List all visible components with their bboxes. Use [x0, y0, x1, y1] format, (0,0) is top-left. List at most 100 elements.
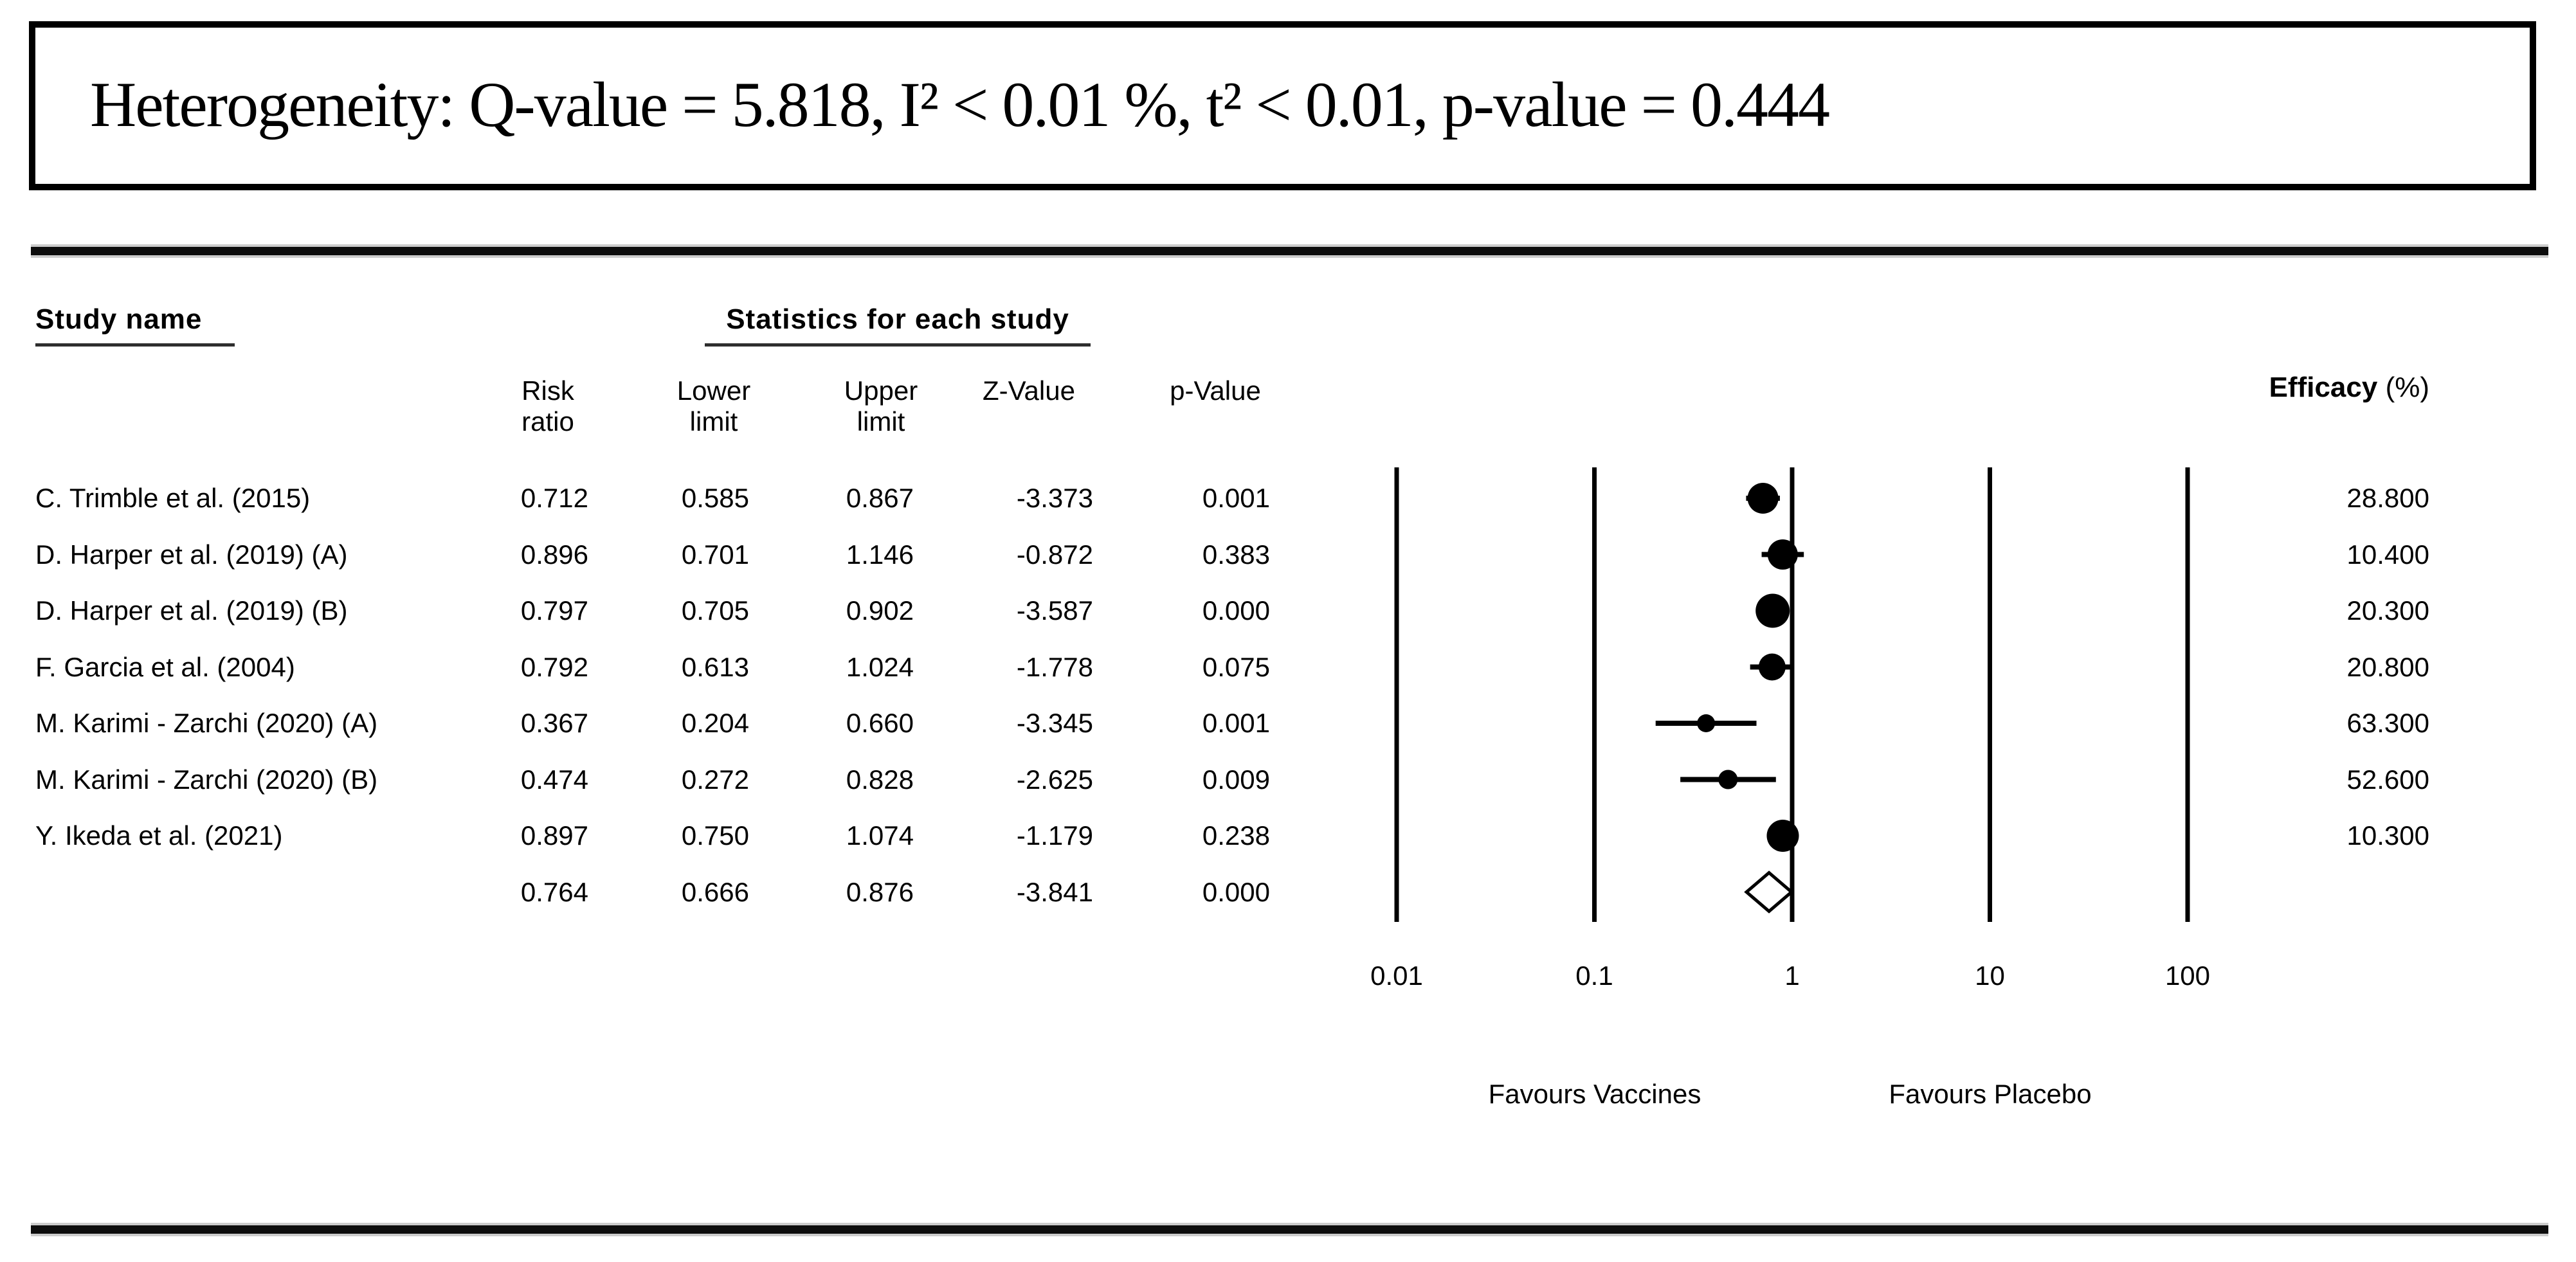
- efficacy-value: 63.300: [2346, 708, 2429, 738]
- z-value: -1.778: [1016, 652, 1093, 682]
- lower-limit-value: 0.272: [681, 764, 749, 795]
- study-name: M. Karimi - Zarchi (2020) (A): [35, 708, 378, 738]
- column-header-line: Z-Value: [983, 375, 1075, 406]
- favours-placebo-label: Favours Placebo: [1889, 1079, 2092, 1109]
- upper-limit-value: 0.660: [846, 708, 914, 738]
- axis-tick-label: 1: [1784, 960, 1799, 991]
- efficacy-value: 20.300: [2346, 595, 2429, 626]
- lower-limit-value: 0.613: [681, 652, 749, 682]
- column-header-line: Risk: [522, 375, 574, 406]
- column-header-line: ratio: [522, 406, 574, 437]
- z-value: -1.179: [1016, 820, 1093, 851]
- p-value: 0.001: [1202, 483, 1270, 513]
- column-header-risk-ratio: Risk ratio: [451, 375, 644, 437]
- column-header-p-value: p-Value: [1119, 375, 1312, 406]
- p-value: 0.001: [1202, 708, 1270, 738]
- top-divider-rule: [31, 247, 2548, 255]
- efficacy-value: 10.400: [2346, 539, 2429, 570]
- table-row: D. Harper et al. (2019) (B) 0.797 0.705 …: [0, 582, 2576, 639]
- z-value: -3.373: [1016, 483, 1093, 513]
- column-header-line: limit: [689, 406, 738, 437]
- effect-size-point: [1718, 770, 1738, 789]
- study-name: C. Trimble et al. (2015): [35, 483, 311, 513]
- axis-tick-label: 100: [2165, 960, 2210, 991]
- axis-tick-label: 0.1: [1575, 960, 1613, 991]
- table-row: C. Trimble et al. (2015) 0.712 0.585 0.8…: [0, 470, 2576, 527]
- effect-size-point: [1697, 714, 1716, 732]
- upper-limit-value: 0.828: [846, 764, 914, 795]
- p-value: 0.000: [1202, 595, 1270, 626]
- study-name-header: Study name: [35, 303, 235, 347]
- bottom-divider-rule: [31, 1225, 2548, 1234]
- upper-limit-value: 0.902: [846, 595, 914, 626]
- p-value: 0.000: [1202, 877, 1270, 907]
- effect-size-point: [1758, 653, 1786, 681]
- p-value: 0.383: [1202, 539, 1270, 570]
- table-row: M. Karimi - Zarchi (2020) (B) 0.474 0.27…: [0, 752, 2576, 808]
- risk-ratio-value: 0.797: [520, 595, 588, 626]
- table-row-overall: 0.764 0.666 0.876 -3.841 0.000: [0, 864, 2576, 921]
- column-header-upper-limit: Upper limit: [785, 375, 977, 437]
- p-value: 0.238: [1202, 820, 1270, 851]
- upper-limit-value: 0.876: [846, 877, 914, 907]
- efficacy-value: 52.600: [2346, 764, 2429, 795]
- overall-effect-diamond: [1744, 870, 1794, 914]
- column-header-line: Lower: [676, 375, 751, 406]
- column-header-line: limit: [857, 406, 905, 437]
- p-value: 0.009: [1202, 764, 1270, 795]
- table-row: M. Karimi - Zarchi (2020) (A) 0.367 0.20…: [0, 695, 2576, 752]
- study-name: Y. Ikeda et al. (2021): [35, 820, 283, 851]
- lower-limit-value: 0.705: [681, 595, 749, 626]
- z-value: -0.872: [1016, 539, 1093, 570]
- lower-limit-value: 0.701: [681, 539, 749, 570]
- upper-limit-value: 0.867: [846, 483, 914, 513]
- column-header-lower-limit: Lower limit: [617, 375, 810, 437]
- column-header-line: p-Value: [1170, 375, 1261, 406]
- risk-ratio-value: 0.474: [520, 764, 588, 795]
- risk-ratio-value: 0.712: [520, 483, 588, 513]
- lower-limit-value: 0.204: [681, 708, 749, 738]
- statistics-header: Statistics for each study: [705, 303, 1091, 347]
- effect-size-point: [1755, 593, 1790, 628]
- axis-tick-label: 10: [1975, 960, 2005, 991]
- efficacy-header: Efficacy (%): [2172, 372, 2429, 404]
- study-name: F. Garcia et al. (2004): [35, 652, 295, 682]
- efficacy-value: 10.300: [2346, 820, 2429, 851]
- p-value: 0.075: [1202, 652, 1270, 682]
- table-row: D. Harper et al. (2019) (A) 0.896 0.701 …: [0, 527, 2576, 583]
- efficacy-header-unit: (%): [2377, 372, 2429, 403]
- effect-size-point: [1766, 820, 1799, 852]
- lower-limit-value: 0.750: [681, 820, 749, 851]
- column-header-line: Upper: [844, 375, 918, 406]
- axis-tick-label: 0.01: [1370, 960, 1423, 991]
- lower-limit-value: 0.585: [681, 483, 749, 513]
- efficacy-value: 20.800: [2346, 652, 2429, 682]
- table-row: Y. Ikeda et al. (2021) 0.897 0.750 1.074…: [0, 807, 2576, 864]
- efficacy-header-bold: Efficacy: [2269, 372, 2378, 403]
- effect-size-point: [1747, 483, 1779, 514]
- study-name: D. Harper et al. (2019) (A): [35, 539, 348, 570]
- risk-ratio-value: 0.764: [520, 877, 588, 907]
- study-name: M. Karimi - Zarchi (2020) (B): [35, 764, 378, 795]
- column-header-z-value: Z-Value: [932, 375, 1125, 406]
- upper-limit-value: 1.146: [846, 539, 914, 570]
- risk-ratio-value: 0.792: [520, 652, 588, 682]
- study-name: D. Harper et al. (2019) (B): [35, 595, 348, 626]
- z-value: -2.625: [1016, 764, 1093, 795]
- z-value: -3.345: [1016, 708, 1093, 738]
- upper-limit-value: 1.074: [846, 820, 914, 851]
- risk-ratio-value: 0.897: [520, 820, 588, 851]
- risk-ratio-value: 0.896: [520, 539, 588, 570]
- risk-ratio-value: 0.367: [520, 708, 588, 738]
- heterogeneity-box: Heterogeneity: Q-value = 5.818, I² < 0.0…: [29, 21, 2536, 190]
- efficacy-value: 28.800: [2346, 483, 2429, 513]
- z-value: -3.841: [1016, 877, 1093, 907]
- upper-limit-value: 1.024: [846, 652, 914, 682]
- favours-vaccines-label: Favours Vaccines: [1488, 1079, 1701, 1109]
- z-value: -3.587: [1016, 595, 1093, 626]
- lower-limit-value: 0.666: [681, 877, 749, 907]
- effect-size-point: [1767, 539, 1798, 570]
- table-row: F. Garcia et al. (2004) 0.792 0.613 1.02…: [0, 639, 2576, 696]
